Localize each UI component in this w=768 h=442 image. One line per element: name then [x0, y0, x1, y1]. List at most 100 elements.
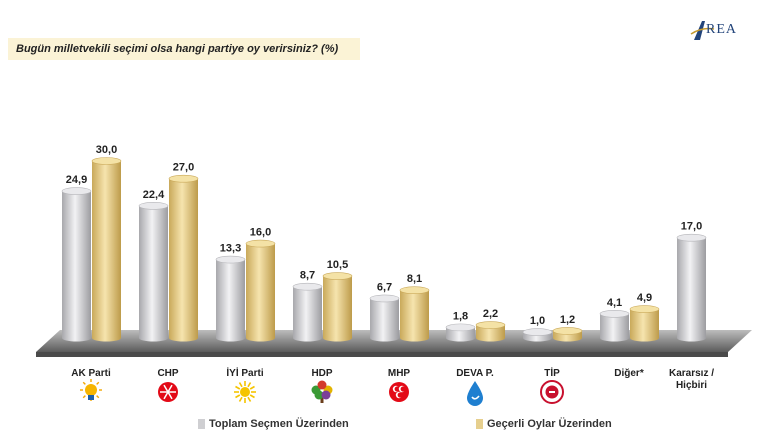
logo-text: REA	[706, 22, 737, 37]
bar-top	[215, 255, 246, 264]
data-label-1-0: 24,9	[66, 174, 87, 186]
bar-2-7	[629, 305, 660, 342]
bar-body	[92, 161, 121, 338]
data-label-2-7: 4,9	[637, 292, 652, 304]
data-label-1-7: 4,1	[607, 297, 622, 309]
category-label-2: İYİ Parti	[226, 366, 263, 379]
data-label-2-4: 8,1	[407, 273, 422, 285]
bar-2-1	[168, 174, 199, 342]
chart-floor-edge	[36, 352, 728, 357]
bar-top	[168, 174, 199, 183]
bar-1-2	[215, 255, 246, 342]
bar-base	[370, 334, 399, 342]
bar-top	[91, 157, 122, 165]
legend-label-series1: Toplam Seçmen Üzerinden	[209, 418, 349, 430]
survey-question: Bugün milletvekili seçimi olsa hangi par…	[8, 38, 360, 60]
six-arrows-icon	[158, 382, 178, 402]
bar-2-2	[245, 239, 276, 342]
category-label-6: TİP	[544, 366, 560, 379]
data-label-2-3: 10,5	[327, 259, 348, 271]
bar-body	[630, 309, 659, 338]
bar-body	[216, 259, 245, 338]
bar-2-4	[399, 286, 430, 342]
data-label-2-2: 16,0	[250, 227, 271, 239]
bar-top	[599, 310, 630, 318]
bar-1-8	[676, 233, 707, 342]
legend-label-series2: Geçerli Oylar Üzerinden	[487, 418, 612, 430]
sun-icon	[234, 381, 256, 403]
bar-base	[169, 334, 198, 342]
data-label-2-0: 30,0	[96, 144, 117, 156]
bar-top	[629, 305, 660, 313]
data-label-1-2: 13,3	[220, 243, 241, 255]
category-label-4: MHP	[388, 368, 411, 379]
bar-1-4	[369, 294, 400, 342]
tree-icon	[311, 380, 333, 403]
bar-1-1	[138, 202, 169, 342]
bar-top	[676, 233, 707, 242]
category-label-8: Kararsız /	[669, 368, 714, 379]
bar-top	[245, 239, 276, 248]
bar-1-5	[445, 323, 476, 342]
data-label-2-6: 1,2	[560, 314, 575, 326]
data-label-1-6: 1,0	[530, 315, 545, 327]
category-label-0: AK Parti	[71, 368, 111, 379]
data-label-1-1: 22,4	[143, 189, 165, 201]
bar-body	[169, 178, 198, 338]
bar-2-5	[475, 321, 506, 342]
crescents-icon	[389, 382, 409, 402]
bar-top	[138, 202, 169, 210]
bar-base	[553, 334, 582, 342]
bar-body	[62, 191, 91, 338]
bar-1-6	[522, 328, 553, 342]
bar-body	[446, 327, 475, 338]
bar-base	[323, 334, 352, 342]
data-label-1-3: 8,7	[300, 270, 315, 282]
bar-2-3	[322, 272, 353, 342]
category-label-3: HDP	[311, 368, 332, 379]
data-label-1-5: 1,8	[453, 310, 468, 322]
bar-base	[246, 334, 275, 342]
category-label-1: CHP	[157, 368, 178, 379]
data-label-1-8: 17,0	[681, 221, 702, 233]
bar-top	[369, 294, 400, 303]
bar-1-7	[599, 310, 630, 342]
legend-item-series2: Geçerli Oylar Üzerinden	[476, 418, 612, 430]
legend-swatch-series2	[476, 419, 483, 429]
bar-base	[62, 334, 91, 342]
bar-2-6	[552, 327, 583, 342]
bar-1-0	[61, 187, 92, 342]
droplet-icon	[467, 381, 483, 406]
bar-body	[400, 290, 429, 338]
bar-body	[370, 298, 399, 338]
bar-top	[522, 328, 553, 336]
bar-top	[61, 187, 92, 195]
bar-2-0	[91, 157, 122, 342]
category-label-5: DEVA P.	[456, 368, 494, 379]
category-label-8: Hiçbiri	[676, 380, 707, 391]
bar-base	[630, 334, 659, 342]
legend-item-series1: Toplam Seçmen Üzerinden	[198, 418, 349, 430]
legend-swatch-series1	[198, 419, 205, 429]
bar-1-3	[292, 282, 323, 342]
bar-body	[323, 276, 352, 338]
bar-base	[400, 334, 429, 342]
tip-seal-icon	[540, 380, 564, 404]
bar-top	[475, 321, 506, 329]
category-label-7: Diğer*	[614, 368, 644, 379]
bar-body	[600, 313, 629, 338]
bar-base	[600, 334, 629, 342]
bar-body	[677, 237, 706, 338]
bar-top	[552, 327, 583, 335]
bar-top	[292, 282, 323, 291]
data-label-1-4: 6,7	[377, 281, 392, 293]
data-label-2-5: 2,2	[483, 308, 498, 320]
bar-base	[476, 334, 505, 342]
bar-body	[139, 205, 168, 338]
bar-base	[139, 334, 168, 342]
bar-base	[293, 334, 322, 342]
bar-base	[677, 334, 706, 342]
area-logo	[690, 21, 715, 40]
bar-body	[293, 286, 322, 338]
